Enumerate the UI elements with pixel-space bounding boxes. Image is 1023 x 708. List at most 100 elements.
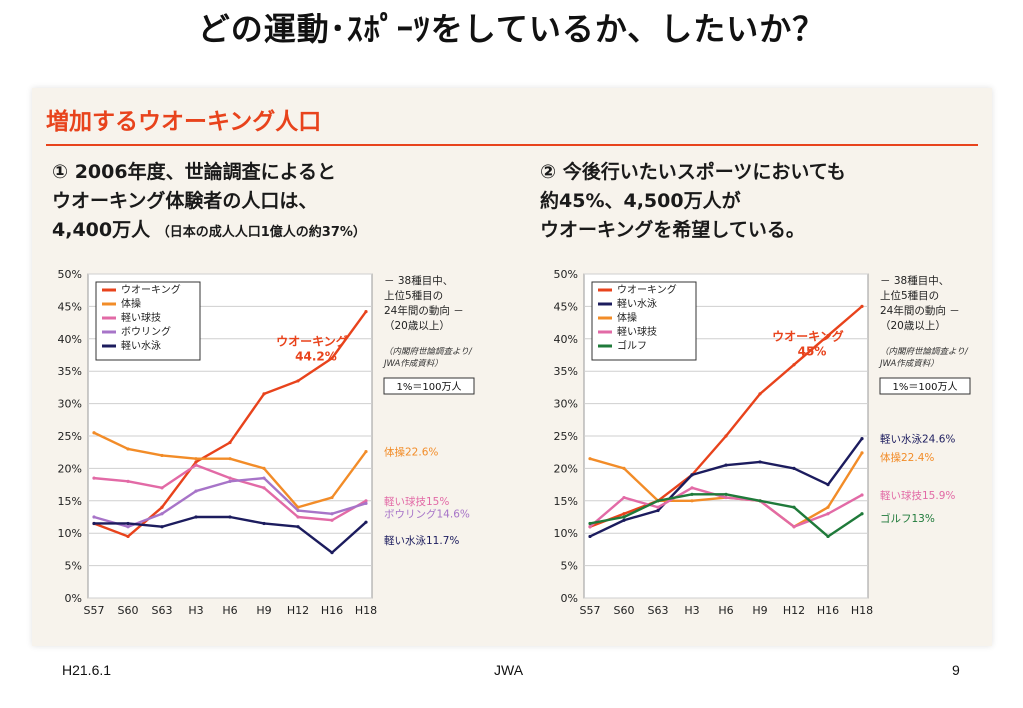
x-tick-label: H18 (851, 604, 873, 617)
y-tick-label: 30% (58, 398, 82, 411)
data-point-walking (826, 333, 830, 338)
data-point-walking (296, 379, 300, 383)
data-point-gymnastics (364, 449, 368, 454)
y-tick-label: 40% (58, 333, 82, 346)
data-point-light_ball (92, 476, 96, 480)
end-label-light_ball: 軽い球技15% (384, 495, 449, 508)
note-line: － 38種目中、 (880, 274, 949, 287)
heading-rule (46, 144, 978, 146)
left-summary: ① 2006年度、世論調査によると ウオーキング体験者の人口は、 4,400万人… (52, 158, 366, 247)
data-point-gymnastics (160, 453, 164, 458)
x-tick-label: H16 (817, 604, 839, 617)
note-line: （20歳以上） (880, 320, 946, 332)
note-line: 24年間の動向 － (384, 304, 464, 317)
data-point-light_ball (194, 463, 198, 467)
data-point-bowling (330, 512, 334, 516)
end-label-golf: ゴルフ13% (880, 512, 935, 525)
data-point-golf (758, 499, 762, 503)
article-panel: 増加するウオーキング人口 ① 2006年度、世論調査によると ウオーキング体験者… (32, 88, 992, 646)
highlight-label: ウオーキング (772, 328, 844, 343)
data-point-golf (826, 534, 830, 539)
x-tick-label: H3 (684, 604, 699, 617)
legend-label: ボウリング (121, 325, 171, 338)
data-point-swimming (758, 460, 762, 464)
data-point-swimming (656, 508, 660, 513)
source-line: JWA作成資料） (878, 358, 939, 369)
note-line: － 38種目中、 (384, 274, 453, 287)
x-tick-label: S57 (84, 604, 105, 617)
data-point-swimming (724, 463, 728, 467)
data-point-bowling (262, 476, 266, 480)
y-tick-label: 45% (58, 300, 82, 313)
y-tick-label: 40% (554, 333, 578, 346)
data-point-swimming (364, 520, 368, 524)
data-point-light_ball (860, 493, 864, 497)
data-point-light_ball (656, 505, 660, 509)
data-point-walking (792, 363, 796, 367)
y-tick-label: 5% (65, 560, 82, 573)
data-point-swimming (588, 534, 592, 539)
data-point-walking (330, 356, 334, 360)
data-point-bowling (194, 489, 198, 493)
data-point-gymnastics (330, 495, 334, 500)
data-point-gymnastics (860, 451, 864, 455)
y-tick-label: 45% (554, 300, 578, 313)
data-point-light_ball (724, 495, 728, 500)
left-summary-line2: ウオーキング体験者の人口は、 (52, 190, 318, 212)
data-point-swimming (228, 515, 232, 519)
y-tick-label: 35% (58, 365, 82, 378)
data-point-golf (588, 521, 592, 526)
data-point-golf (792, 505, 796, 509)
y-tick-label: 0% (65, 592, 82, 605)
y-tick-label: 20% (58, 462, 82, 475)
data-point-light_ball (690, 486, 694, 490)
end-label-gymnastics: 体操22.4% (880, 451, 934, 464)
x-tick-label: S60 (614, 604, 635, 617)
data-point-bowling (160, 512, 164, 516)
data-point-swimming (860, 436, 864, 441)
data-point-light_ball (364, 499, 368, 503)
footer-date: H21.6.1 (62, 662, 112, 678)
end-label-light_ball: 軽い球技15.9% (880, 489, 955, 502)
x-tick-label: H3 (188, 604, 203, 617)
data-point-walking (364, 309, 368, 314)
data-point-swimming (126, 521, 130, 526)
x-tick-label: H18 (355, 604, 377, 617)
data-point-bowling (92, 515, 96, 519)
data-point-swimming (622, 518, 626, 522)
x-tick-label: H12 (287, 604, 309, 617)
note-line: 上位5種目の (384, 289, 443, 302)
data-point-walking (160, 505, 164, 509)
end-label-swimming: 軽い水泳11.7% (384, 534, 459, 547)
end-label-gymnastics: 体操22.6% (384, 446, 438, 459)
x-tick-label: S57 (580, 604, 601, 617)
data-point-gymnastics (690, 499, 694, 503)
y-tick-label: 50% (554, 268, 578, 281)
right-summary-line2: 約45%、4,500万人が (540, 190, 741, 212)
data-point-gymnastics (622, 466, 626, 470)
data-point-gymnastics (588, 457, 592, 461)
data-point-light_ball (330, 518, 334, 522)
data-point-light_ball (296, 515, 300, 519)
data-point-walking (262, 392, 266, 396)
data-point-swimming (92, 521, 96, 526)
data-point-walking (860, 304, 864, 308)
data-point-swimming (826, 483, 830, 487)
data-point-golf (622, 515, 626, 519)
x-tick-label: H16 (321, 604, 343, 617)
legend-label: ウオーキング (617, 283, 677, 296)
legend-label: ゴルフ (617, 339, 647, 352)
data-point-swimming (330, 551, 334, 555)
x-tick-label: H12 (783, 604, 805, 617)
end-label-bowling: ボウリング14.6% (384, 507, 470, 520)
right-summary-line3: ウオーキングを希望している。 (540, 219, 805, 241)
y-tick-label: 15% (58, 495, 82, 508)
legend-box (95, 281, 201, 361)
legend-label: 軽い水泳 (121, 340, 161, 352)
data-point-light_ball (160, 486, 164, 490)
highlight-value: 44.2% (295, 350, 337, 364)
panel-heading: 増加するウオーキング人口 (46, 109, 322, 135)
data-point-swimming (262, 521, 266, 526)
data-point-bowling (364, 501, 368, 505)
y-tick-label: 30% (554, 398, 578, 411)
